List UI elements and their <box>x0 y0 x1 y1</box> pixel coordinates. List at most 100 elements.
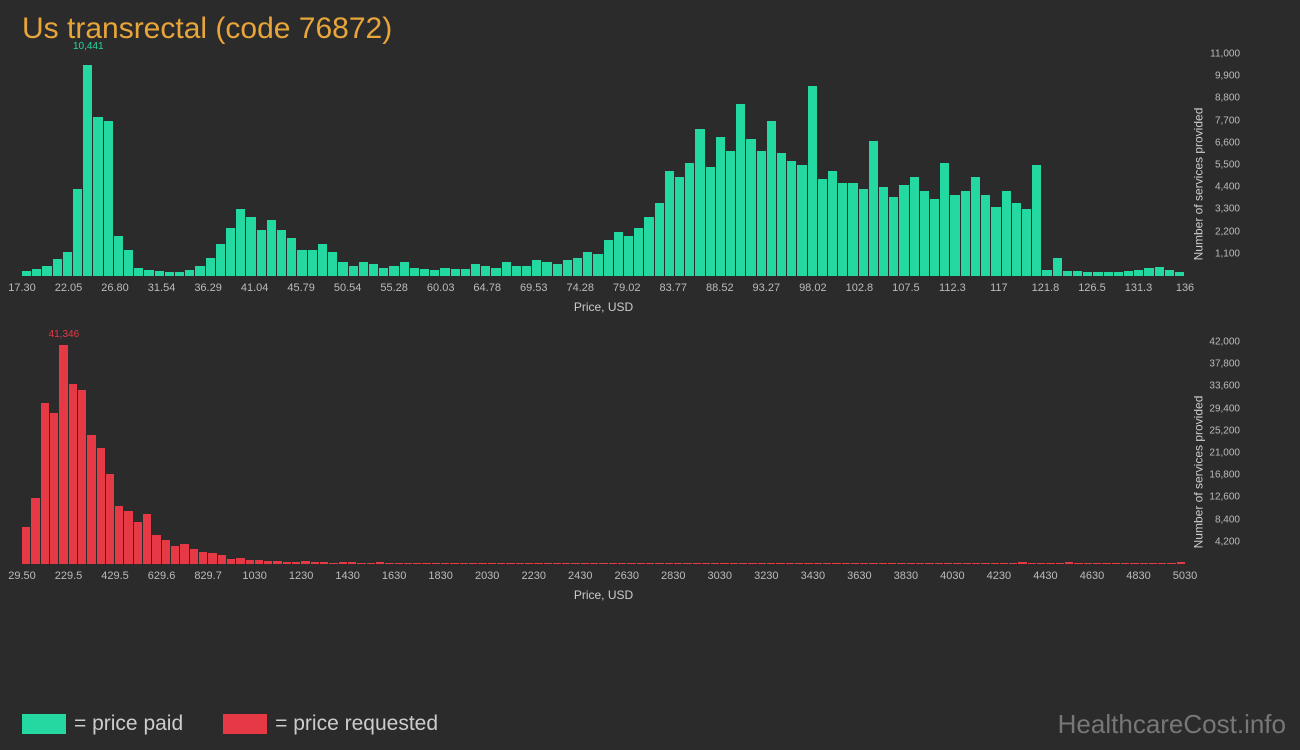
bar <box>787 161 796 276</box>
x-tick: 3830 <box>894 570 918 582</box>
bars-paid <box>22 54 1185 276</box>
bar <box>292 562 300 564</box>
bar <box>1022 209 1031 276</box>
bar <box>583 252 592 276</box>
x-tick: 1030 <box>242 570 266 582</box>
bar <box>115 506 123 564</box>
bar <box>236 558 244 564</box>
y-tick: 8,400 <box>1215 514 1240 525</box>
bar <box>440 268 449 276</box>
bar <box>553 563 561 564</box>
bar <box>553 264 562 276</box>
x-tick: 5030 <box>1173 570 1197 582</box>
y-tick: 4,400 <box>1215 182 1240 193</box>
bar <box>1032 165 1041 276</box>
bar <box>804 563 812 564</box>
bar <box>369 264 378 276</box>
bar <box>767 121 776 276</box>
bar <box>32 269 41 276</box>
bar <box>226 228 235 276</box>
bar <box>389 266 398 276</box>
bar <box>935 563 943 564</box>
x-tick: 629.6 <box>148 570 176 582</box>
x-tick: 93.27 <box>753 282 781 294</box>
bar <box>1140 563 1148 564</box>
x-tick: 22.05 <box>55 282 83 294</box>
bar <box>869 141 878 276</box>
bar <box>716 137 725 276</box>
y-axis-label: Number of services provided <box>1192 108 1206 261</box>
x-tick: 2030 <box>475 570 499 582</box>
bar <box>69 384 77 564</box>
bar <box>525 563 533 564</box>
bar <box>359 262 368 276</box>
x-tick: 136 <box>1176 282 1194 294</box>
bar <box>563 260 572 276</box>
bar <box>571 563 579 564</box>
bar <box>889 197 898 276</box>
bar <box>206 258 215 276</box>
bar <box>736 104 745 276</box>
bar <box>879 187 888 276</box>
bar <box>1144 268 1153 276</box>
bar <box>961 191 970 276</box>
bar <box>488 563 496 564</box>
bar <box>1177 562 1185 564</box>
bar <box>818 179 827 276</box>
bar <box>758 563 766 564</box>
bar <box>420 269 429 276</box>
bar <box>63 252 72 276</box>
bar <box>155 271 164 276</box>
bar <box>491 268 500 276</box>
bar <box>165 272 174 276</box>
peak-label-requested: 41,346 <box>49 329 80 340</box>
bar <box>308 250 317 276</box>
bar <box>471 264 480 276</box>
bar <box>422 563 430 564</box>
bar <box>644 217 653 276</box>
legend-item-paid: = price paid <box>22 712 183 736</box>
bar <box>367 563 375 564</box>
bar <box>124 250 133 276</box>
bar <box>1158 563 1166 564</box>
x-tick: 98.02 <box>799 282 827 294</box>
bar <box>1104 272 1113 276</box>
bar <box>730 563 738 564</box>
bar <box>1012 203 1021 276</box>
bar <box>1074 563 1082 564</box>
bar <box>920 191 929 276</box>
bar <box>273 561 281 564</box>
bar <box>430 270 439 276</box>
bar <box>450 563 458 564</box>
x-tick: 31.54 <box>148 282 176 294</box>
bar <box>267 220 276 277</box>
bar <box>246 560 254 564</box>
bar <box>618 563 626 564</box>
x-tick: 2230 <box>521 570 545 582</box>
y-tick: 3,300 <box>1215 204 1240 215</box>
bar <box>665 563 673 564</box>
bar <box>1065 562 1073 564</box>
bar <box>573 258 582 276</box>
bar <box>376 562 384 564</box>
bar <box>991 563 999 564</box>
bar <box>1112 563 1120 564</box>
y-axis-label: Number of services provided <box>1192 396 1206 549</box>
bar <box>283 562 291 564</box>
bar <box>22 271 31 276</box>
y-tick: 11,000 <box>1210 49 1240 60</box>
bar <box>451 269 460 276</box>
bar <box>413 563 421 564</box>
x-tick: 64.78 <box>473 282 501 294</box>
x-tick: 107.5 <box>892 282 920 294</box>
bar <box>614 232 623 276</box>
bar <box>675 177 684 276</box>
bar <box>432 563 440 564</box>
bar <box>104 121 113 276</box>
bar <box>655 563 663 564</box>
x-axis-label: Price, USD <box>22 300 1185 314</box>
x-tick: 3430 <box>801 570 825 582</box>
bar <box>216 244 225 276</box>
x-tick: 112.3 <box>939 282 966 294</box>
bar <box>655 203 664 276</box>
